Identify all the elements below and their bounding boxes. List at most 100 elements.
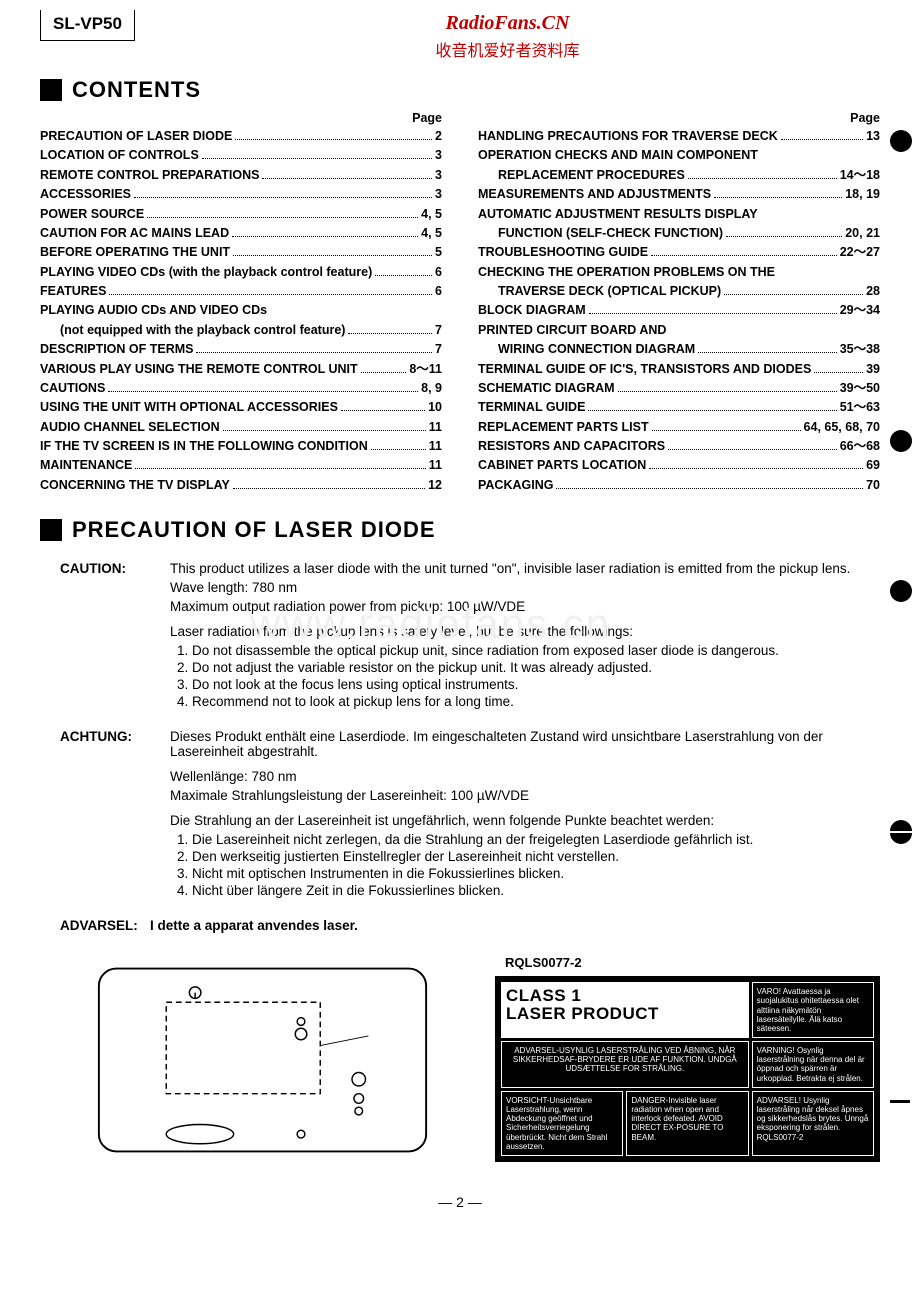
model-number: SL-VP50 <box>40 10 135 41</box>
toc-label: PRECAUTION OF LASER DIODE <box>40 127 232 146</box>
toc-page: 3 <box>435 166 442 185</box>
toc-page: 12 <box>428 476 442 495</box>
achtung-text: Wellenlänge: 780 nm <box>170 769 880 784</box>
achtung-list: Die Lasereinheit nicht zerlegen, da die … <box>170 832 880 898</box>
toc-page: 3 <box>435 185 442 204</box>
caution-list: Do not disassemble the optical pickup un… <box>170 643 880 709</box>
toc-leader <box>698 352 836 353</box>
toc-row: AUDIO CHANNEL SELECTION 11 <box>40 418 442 437</box>
toc-page: 18, 19 <box>845 185 880 204</box>
toc-page: 11 <box>429 437 442 456</box>
achtung-body: Dieses Produkt enthält eine Laserdiode. … <box>170 729 880 900</box>
toc-leader <box>814 372 863 373</box>
toc-row: IF THE TV SCREEN IS IN THE FOLLOWING CON… <box>40 437 442 456</box>
toc-leader <box>651 255 837 256</box>
toc-label: PLAYING AUDIO CDs AND VIDEO CDs <box>40 301 267 320</box>
toc-leader <box>196 352 432 353</box>
toc-label: REMOTE CONTROL PREPARATIONS <box>40 166 259 185</box>
binder-hole <box>890 580 912 602</box>
precaution-block: CAUTION: This product utilizes a laser d… <box>40 561 880 933</box>
toc-leader <box>588 410 836 411</box>
toc-row: AUTOMATIC ADJUSTMENT RESULTS DISPLAY <box>478 205 880 224</box>
toc-row: CAUTION FOR AC MAINS LEAD4, 5 <box>40 224 442 243</box>
figures: RQLS0077-2 CLASS 1 LASER PRODUCT VARO! A… <box>40 955 880 1170</box>
toc-label: TERMINAL GUIDE OF IC'S, TRANSISTORS AND … <box>478 360 811 379</box>
toc-row: TERMINAL GUIDE OF IC'S, TRANSISTORS AND … <box>478 360 880 379</box>
toc-page: 28 <box>866 282 880 301</box>
toc-label: POWER SOURCE <box>40 205 144 224</box>
section-precaution-label: PRECAUTION OF LASER DIODE <box>72 517 436 543</box>
toc-page: 6 <box>435 282 442 301</box>
toc-label: AUDIO CHANNEL SELECTION <box>40 418 220 437</box>
toc-label: PACKAGING <box>478 476 553 495</box>
toc-leader <box>233 255 432 256</box>
toc-leader <box>781 139 863 140</box>
section-contents-title: CONTENTS <box>40 77 880 103</box>
toc-leader <box>556 488 863 489</box>
caution-row: CAUTION: This product utilizes a laser d… <box>40 561 880 711</box>
achtung-label: ACHTUNG: <box>40 729 170 900</box>
toc-page: 10 <box>428 398 442 417</box>
site-name: RadioFans.CN <box>135 12 880 35</box>
toc-page: 51～63 <box>840 398 880 417</box>
toc-page: 8～11 <box>409 360 442 379</box>
toc-label: MEASUREMENTS AND ADJUSTMENTS <box>478 185 711 204</box>
toc-leader <box>134 197 432 198</box>
toc-page: 11 <box>429 418 442 437</box>
toc-label: FUNCTION (SELF-CHECK FUNCTION) <box>498 224 723 243</box>
advarsel-label: ADVARSEL: <box>60 918 150 933</box>
toc-row: TERMINAL GUIDE51～63 <box>478 398 880 417</box>
section-contents-label: CONTENTS <box>72 77 201 103</box>
toc-leader <box>109 294 432 295</box>
toc-row: FUNCTION (SELF-CHECK FUNCTION) 20, 21 <box>478 224 880 243</box>
toc-label: HANDLING PRECAUTIONS FOR TRAVERSE DECK <box>478 127 778 146</box>
toc-page: 6 <box>435 263 442 282</box>
list-item: Recommend not to look at pickup lens for… <box>192 694 880 709</box>
toc-page: 13 <box>866 127 880 146</box>
toc-row: USING THE UNIT WITH OPTIONAL ACCESSORIES… <box>40 398 442 417</box>
toc-page: 69 <box>866 456 880 475</box>
toc-row: (not equipped with the playback control … <box>40 321 442 340</box>
toc-leader <box>233 488 425 489</box>
toc-label: SCHEMATIC DIAGRAM <box>478 379 615 398</box>
danger-cell: DANGER-Invisible laser radiation when op… <box>626 1091 748 1156</box>
toc-label: CABINET PARTS LOCATION <box>478 456 646 475</box>
toc-page: 14～18 <box>840 166 880 185</box>
toc-right-col: Page HANDLING PRECAUTIONS FOR TRAVERSE D… <box>478 111 880 495</box>
toc-row: REPLACEMENT PROCEDURES 14～18 <box>478 166 880 185</box>
binder-hole <box>890 430 912 452</box>
site-header: RadioFans.CN 收音机爱好者资料库 <box>135 12 880 61</box>
list-item: Nicht mit optischen Instrumenten in die … <box>192 866 880 881</box>
toc-leader <box>232 236 418 237</box>
binder-hole <box>890 820 912 831</box>
toc-label: WIRING CONNECTION DIAGRAM <box>498 340 695 359</box>
toc-row: SCHEMATIC DIAGRAM39～50 <box>478 379 880 398</box>
toc-page: 11 <box>429 456 442 475</box>
toc-label: BEFORE OPERATING THE UNIT <box>40 243 230 262</box>
toc-leader <box>649 468 863 469</box>
caution-label: CAUTION: <box>40 561 170 711</box>
square-bullet-icon <box>40 519 62 541</box>
list-item: Nicht über längere Zeit in die Fokussier… <box>192 883 880 898</box>
toc-label: REPLACEMENT PROCEDURES <box>498 166 685 185</box>
varo-cell: VARO! Avattaessa ja suojalukitus ohitett… <box>752 982 874 1038</box>
toc-row: BLOCK DIAGRAM29～34 <box>478 301 880 320</box>
toc-leader <box>147 217 418 218</box>
device-diagram <box>70 955 455 1165</box>
toc-leader <box>235 139 432 140</box>
toc-page: 20, 21 <box>845 224 880 243</box>
advarsel-text: I dette a apparat anvendes laser. <box>150 918 358 933</box>
label-code: RQLS0077-2 <box>505 955 880 970</box>
toc-leader <box>724 294 863 295</box>
toc-page: 3 <box>435 146 442 165</box>
toc-row: POWER SOURCE4, 5 <box>40 205 442 224</box>
page: SL-VP50 RadioFans.CN 收音机爱好者资料库 CONTENTS … <box>0 0 920 1250</box>
toc-row: REMOTE CONTROL PREPARATIONS 3 <box>40 166 442 185</box>
page-number: — 2 — <box>40 1194 880 1210</box>
toc-page: 7 <box>435 321 442 340</box>
toc-label: MAINTENANCE <box>40 456 132 475</box>
toc-label: AUTOMATIC ADJUSTMENT RESULTS DISPLAY <box>478 205 758 224</box>
toc-label: (not equipped with the playback control … <box>60 321 345 340</box>
toc-leader <box>361 372 407 373</box>
achtung-text: Die Strahlung an der Lasereinheit ist un… <box>170 813 880 828</box>
